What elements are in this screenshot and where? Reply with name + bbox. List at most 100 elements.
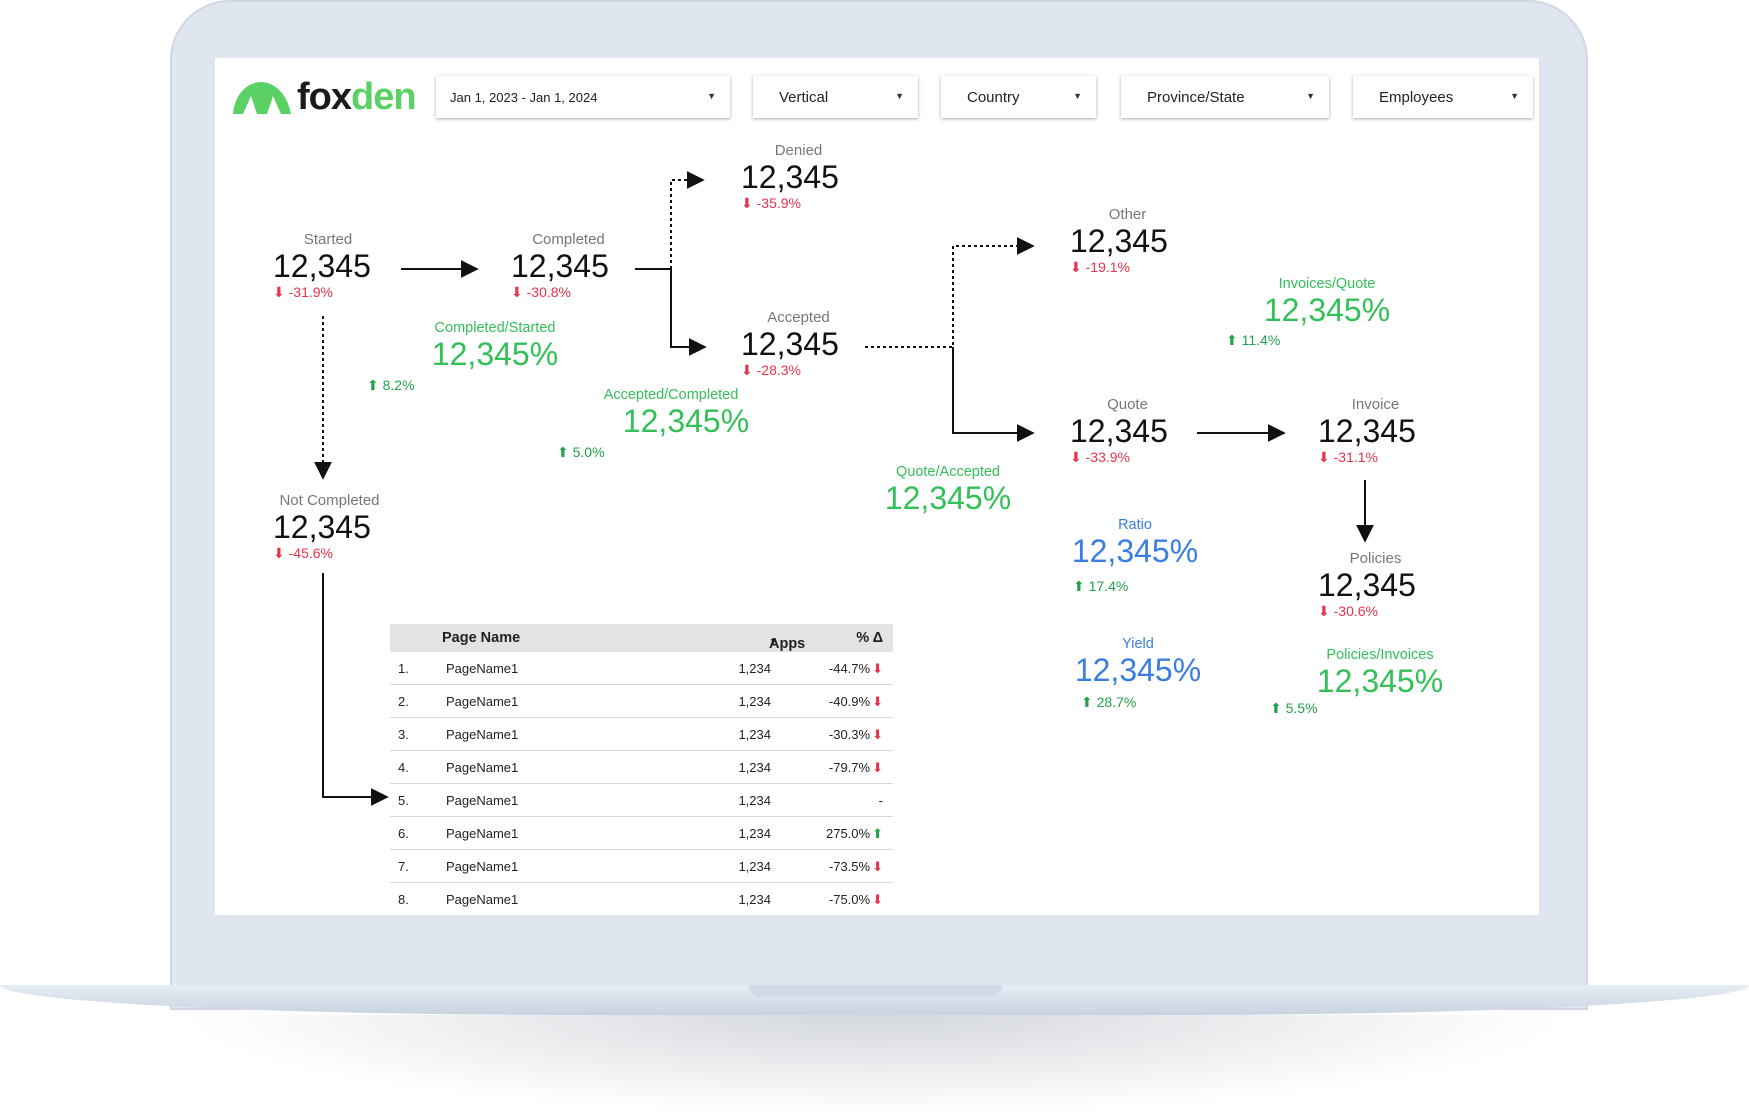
ratio-accepted-completed-delta: ⬆ 5.0% [557,444,605,460]
chevron-down-icon: ▼ [707,91,716,101]
row-pct-value: -79.7% [828,760,871,775]
vertical-filter[interactable]: Vertical ▼ [753,76,918,118]
table-row[interactable]: 8. PageName1 1,234 -75.0% ⬇ [390,883,893,915]
metric-invoice-value: 12,345 [1318,413,1416,449]
arrow-up-icon: ⬆ [367,377,379,393]
ratio-policies-invoices-value: 12,345% [1316,663,1444,699]
country-filter[interactable]: Country ▼ [941,76,1096,118]
metric-completed-delta: -30.8% [526,284,571,300]
ratio-policies-invoices-label: Policies/Invoices [1326,647,1434,663]
metric-denied-delta: -35.9% [756,195,801,211]
metric-started-value: 12,345 [273,248,371,284]
row-page-name: PageName1 [446,760,519,775]
chevron-down-icon: ▼ [1073,91,1082,101]
row-pct-change: -73.5% ⬇ [829,859,883,875]
arrow-up-icon: ⬆ [1226,332,1238,348]
table-row[interactable]: 2. PageName1 1,234 -40.9% ⬇ [390,685,893,718]
arrow-accepted-to-quote [952,347,1035,442]
table-row[interactable]: 1. PageName1 1,234 -44.7% ⬇ [390,652,893,685]
metric-other: Other 12,345 ⬇ -19.1% [1070,206,1185,276]
row-index: 1. [398,661,409,676]
row-apps: 1,234 [738,859,771,874]
arrow-down-icon: ⬇ [872,760,883,775]
arrow-up-icon: ⬆ [1081,694,1093,710]
arrow-down-icon: ⬇ [872,859,883,874]
arrow-accepted-to-other [865,237,1035,348]
logo-text-den: den [351,76,417,118]
ratio-yield-value: 12,345% [1074,652,1202,688]
country-filter-label: Country [967,88,1020,106]
metric-policies: Policies 12,345 ⬇ -30.6% [1318,550,1433,620]
metric-policies-value: 12,345 [1318,567,1416,603]
metric-invoice-label: Invoice [1351,396,1400,413]
row-index: 5. [398,793,409,808]
row-apps: 1,234 [738,826,771,841]
row-page-name: PageName1 [446,892,519,907]
row-pct-change: -79.7% ⬇ [829,760,883,776]
col-header-page-name[interactable]: Page Name [442,630,521,646]
ratio-quote-accepted: Quote/Accepted 12,345% [863,464,1033,516]
table-row[interactable]: 7. PageName1 1,234 -73.5% ⬇ [390,850,893,883]
ratio-completed-started-value: 12,345% [431,336,559,372]
arrow-down-icon: ⬇ [1070,449,1082,465]
metric-denied-value: 12,345 [741,159,839,195]
row-pct-value: -73.5% [828,859,871,874]
metric-accepted-label: Accepted [767,309,830,326]
page-name-table: Page Name Apps ▼ % Δ 1. PageName1 1,234 -44… [390,624,893,915]
row-index: 6. [398,826,409,841]
row-pct-value: - [878,793,883,808]
ratio-yield-delta: ⬆ 28.7% [1081,694,1137,710]
table-header: Page Name Apps ▼ % Δ [390,624,893,652]
table-row[interactable]: 3. PageName1 1,234 -30.3% ⬇ [390,718,893,751]
ratio-accepted-completed-value: 12,345% [622,403,750,439]
ratio-accepted-completed: Accepted/Completed 12,345% [571,387,771,439]
metric-quote: Quote 12,345 ⬇ -33.9% [1070,396,1185,466]
ratio-invoices-quote-delta: ⬆ 11.4% [1226,332,1281,348]
metric-completed-label: Completed [532,231,605,248]
metric-not-completed: Not Completed 12,345 ⬇ -45.6% [267,492,392,562]
employees-filter[interactable]: Employees ▼ [1353,76,1533,118]
metric-quote-delta: -33.9% [1085,449,1130,465]
arrow-down-icon: ⬇ [1318,603,1330,619]
row-pct-change: -30.3% ⬇ [829,727,883,743]
date-range-filter[interactable]: Jan 1, 2023 - Jan 1, 2024 ▼ [436,76,730,118]
logo-text-fox: fox [297,76,352,118]
row-pct-value: 275.0% [826,826,871,841]
ratio-ratio-value: 12,345% [1071,533,1199,569]
row-pct-change: -44.7% ⬇ [829,661,883,677]
arrow-up-icon: ⬆ [1073,578,1085,594]
province-state-filter-label: Province/State [1147,88,1245,106]
ratio-completed-started-delta: ⬆ 8.2% [367,377,415,393]
row-page-name: PageName1 [446,661,519,676]
metric-not-completed-label: Not Completed [279,492,380,509]
arrow-down-icon: ⬇ [872,694,883,709]
arrow-down-icon: ⬇ [1070,259,1082,275]
ratio-policies-invoices: Policies/Invoices 12,345% [1305,647,1455,699]
arrow-down-icon: ⬇ [273,284,285,300]
table-row[interactable]: 5. PageName1 1,234 - [390,784,893,817]
row-pct-value: -75.0% [828,892,871,907]
date-range-label: Jan 1, 2023 - Jan 1, 2024 [450,89,598,105]
chevron-down-icon: ▼ [1306,91,1315,101]
ratio-invoices-quote: Invoices/Quote 12,345% [1247,276,1407,328]
ratio-accepted-completed-label: Accepted/Completed [603,387,739,403]
table-row[interactable]: 6. PageName1 1,234 275.0% ⬆ [390,817,893,850]
arrow-down-icon: ⬇ [872,661,883,676]
province-state-filter[interactable]: Province/State ▼ [1121,76,1329,118]
ratio-policies-invoices-delta: ⬆ 5.5% [1270,700,1318,716]
arrow-completed-to-denied [635,171,705,270]
dashboard-screen: foxden Jan 1, 2023 - Jan 1, 2024 ▼ Verti… [215,58,1539,915]
metric-policies-label: Policies [1349,550,1402,567]
row-apps: 1,234 [738,661,771,676]
metric-other-label: Other [1108,206,1147,223]
col-header-pct-change[interactable]: % Δ [856,630,883,646]
row-pct-value: -44.7% [828,661,871,676]
metric-not-completed-value: 12,345 [273,509,371,545]
metric-not-completed-delta: -45.6% [288,545,333,561]
chevron-down-icon: ▼ [895,91,904,101]
table-row[interactable]: 4. PageName1 1,234 -79.7% ⬇ [390,751,893,784]
arrow-down-icon: ⬇ [511,284,523,300]
arrow-completed-to-accepted [635,268,707,356]
ratio-yield: Yield 12,345% [1068,636,1208,688]
metric-started: Started 12,345 ⬇ -31.9% [273,231,383,301]
